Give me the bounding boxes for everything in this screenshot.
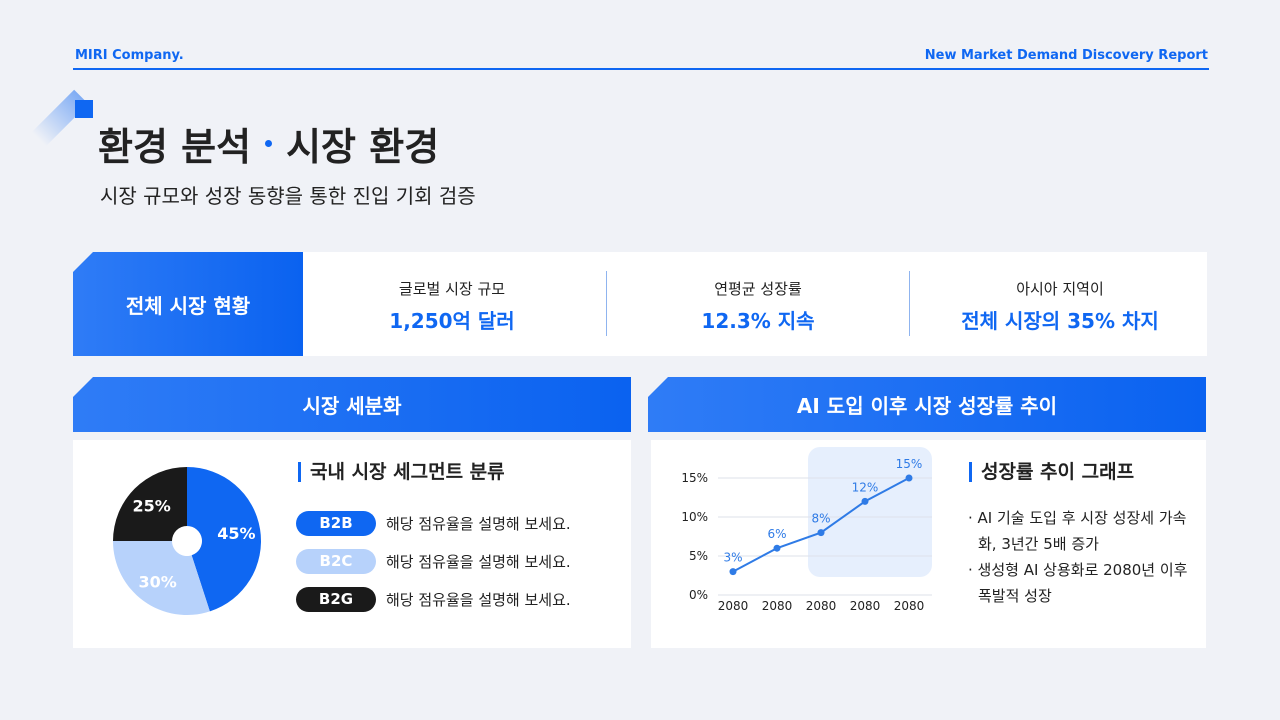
- item-label: 글로벌 시장 규모: [398, 280, 506, 298]
- y-tick-label: 10%: [681, 510, 708, 524]
- panel-header: AI 도입 이후 시장 성장률 추이: [648, 377, 1206, 432]
- slice-label: 45%: [217, 524, 255, 543]
- legend: B2B 해당 점유율을 설명해 보세요. B2C 해당 점유율을 설명해 보세요. B2…: [296, 510, 571, 624]
- legend-pill: B2G: [296, 586, 376, 612]
- value-label: 6%: [767, 527, 786, 541]
- title-square: [75, 100, 93, 118]
- title-dot: [265, 140, 273, 147]
- summary-label: 전체 시장 현황: [73, 252, 303, 356]
- divider: [909, 271, 910, 336]
- value-label: 8%: [811, 512, 830, 526]
- y-tick-label: 0%: [689, 588, 708, 602]
- subtitle: 시장 규모와 성장 동향을 통한 진입 기회 검증: [100, 184, 476, 208]
- legend-text: 해당 점유율을 설명해 보세요.: [386, 590, 571, 609]
- highlight: [808, 447, 932, 577]
- legend-item: B2C 해당 점유율을 설명해 보세요.: [296, 548, 571, 574]
- bullet: 생성형 AI 상용화로 2080년 이후 폭발적 성장: [968, 557, 1193, 609]
- legend-pill: B2B: [296, 510, 376, 536]
- legend-item: B2G 해당 점유율을 설명해 보세요.: [296, 586, 571, 612]
- item-value: 12.3% 지속: [701, 309, 815, 333]
- legend-text: 해당 점유율을 설명해 보세요.: [386, 514, 571, 533]
- bullets: AI 기술 도입 후 시장 성장세 가속화, 3년간 5배 증가 생성형 AI …: [968, 505, 1193, 609]
- legend-pill: B2C: [296, 548, 376, 574]
- point: [817, 529, 825, 537]
- growth-heading: 성장률 추이 그래프: [969, 462, 1134, 482]
- point: [861, 497, 869, 505]
- point: [729, 568, 737, 576]
- x-tick-label: 2080: [806, 599, 837, 613]
- item-value: 1,250억 달러: [389, 309, 515, 333]
- company: MIRI Company.: [75, 48, 184, 63]
- value-label: 12%: [852, 480, 879, 494]
- x-tick-label: 2080: [718, 599, 749, 613]
- segment-heading: 국내 시장 세그먼트 분류: [298, 462, 505, 482]
- report-name: New Market Demand Discovery Report: [924, 48, 1208, 63]
- point: [905, 474, 913, 482]
- x-tick-label: 2080: [762, 599, 793, 613]
- pie-slice: [113, 541, 210, 615]
- divider: [606, 271, 607, 336]
- panel-header: 시장 세분화: [73, 377, 631, 432]
- point: [773, 544, 781, 552]
- title: 환경 분석 시장 환경: [98, 116, 439, 171]
- summary-card: [290, 252, 1207, 356]
- y-tick-label: 15%: [681, 471, 708, 485]
- item-label: 아시아 지역이: [1016, 280, 1104, 298]
- value-label: 15%: [896, 457, 923, 471]
- item-label: 연평균 성장률: [714, 280, 802, 298]
- title-right: 시장 환경: [286, 125, 440, 169]
- x-tick-label: 2080: [894, 599, 925, 613]
- bullet: AI 기술 도입 후 시장 성장세 가속화, 3년간 5배 증가: [968, 505, 1193, 557]
- pie-slice: [187, 467, 261, 612]
- x-tick-label: 2080: [850, 599, 881, 613]
- pie-slice: [113, 467, 187, 541]
- legend-item: B2B 해당 점유율을 설명해 보세요.: [296, 510, 571, 536]
- item-value: 전체 시장의 35% 차지: [961, 309, 1159, 333]
- value-label: 3%: [723, 551, 742, 565]
- summary-item: 글로벌 시장 규모 1,250억 달러: [302, 278, 602, 334]
- slice-label: 30%: [138, 572, 176, 591]
- title-left: 환경 분석: [98, 125, 252, 169]
- y-tick-label: 5%: [689, 549, 708, 563]
- legend-text: 해당 점유율을 설명해 보세요.: [386, 552, 571, 571]
- header-rule: [73, 68, 1209, 70]
- slice-label: 25%: [132, 497, 170, 516]
- summary-item: 연평균 성장률 12.3% 지속: [608, 278, 908, 334]
